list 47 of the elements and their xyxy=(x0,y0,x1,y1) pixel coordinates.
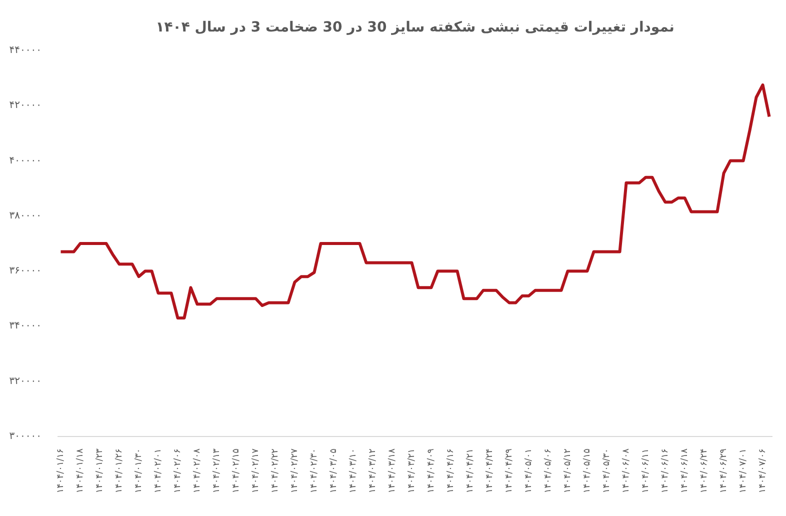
x-tick-label: ۱۴۰۴/۰۶/۱۱ xyxy=(640,448,651,494)
x-tick-label: ۱۴۰۴/۰۲/۱۷ xyxy=(250,448,261,494)
x-tick-label: ۱۴۰۴/۰۶/۱۶ xyxy=(660,448,670,494)
x-tick-label: ۱۴۰۴/۰۱/۱۸ xyxy=(75,448,86,494)
x-tick-label: ۱۴۰۴/۰۵/۱۲ xyxy=(562,448,573,494)
x-tick-label: ۱۴۰۴/۰۴/۲۱ xyxy=(465,448,476,494)
x-tick-label: ۱۴۰۴/۰۲/۰۱ xyxy=(153,448,164,494)
x-tick-label: ۱۴۰۴/۰۳/۰۵ xyxy=(328,448,339,494)
x-tick-label: ۱۴۰۴/۰۲/۲۷ xyxy=(290,448,300,494)
x-tick-label: ۱۴۰۴/۰۶/۱۸ xyxy=(680,448,690,494)
y-tick-label: ۳۶۰۰۰۰ xyxy=(9,266,42,277)
y-tick-label: ۴۲۰۰۰۰ xyxy=(9,100,42,112)
x-tick-label: ۱۴۰۴/۰۱/۳۰ xyxy=(134,448,144,494)
y-tick-label: ۳۲۰۰۰۰ xyxy=(9,376,42,387)
y-tick-label: ۴۰۰۰۰۰ xyxy=(9,155,42,166)
x-tick-label: ۱۴۰۴/۰۱/۲۳ xyxy=(94,448,105,494)
x-tick-label: ۱۴۰۴/۰۲/۰۶ xyxy=(172,448,183,494)
x-tick-label: ۱۴۰۴/۰۴/۰۹ xyxy=(426,448,436,494)
x-tick-label: ۱۴۰۴/۰۲/۱۵ xyxy=(231,448,242,494)
x-tick-label: ۱۴۰۴/۰۲/۳۰ xyxy=(309,448,320,494)
x-tick-label: ۱۴۰۴/۰۷/۰۶ xyxy=(758,448,768,494)
y-tick-label: ۳۰۰۰۰۰ xyxy=(9,431,42,442)
x-tick-label: ۱۴۰۴/۰۳/۱۰ xyxy=(348,448,358,494)
x-tick-label: ۱۴۰۴/۰۵/۰۱ xyxy=(524,448,534,494)
x-tick-label: ۱۴۰۴/۰۶/۰۸ xyxy=(621,448,632,494)
x-tick-label: ۱۴۰۴/۰۵/۰۶ xyxy=(543,448,554,494)
x-tick-label: ۱۴۰۴/۰۴/۲۴ xyxy=(484,448,495,494)
x-tick-label: ۱۴۰۴/۰۳/۱۸ xyxy=(387,448,398,494)
x-tick-label: ۱۴۰۴/۰۲/۱۳ xyxy=(212,448,222,494)
y-tick-label: ۳۸۰۰۰۰ xyxy=(9,210,42,222)
x-tick-label: ۱۴۰۴/۰۵/۳۰ xyxy=(602,448,612,494)
y-tick-label: ۴۴۰۰۰۰ xyxy=(9,45,42,56)
x-tick-label: ۱۴۰۴/۰۲/۰۸ xyxy=(192,448,202,494)
x-tick-label: ۱۴۰۴/۰۵/۱۵ xyxy=(582,448,592,494)
x-tick-label: ۱۴۰۴/۰۱/۱۶ xyxy=(56,448,66,494)
x-tick-label: ۱۴۰۴/۰۶/۲۹ xyxy=(718,448,729,494)
line-series xyxy=(59,83,771,320)
x-tick-label: ۱۴۰۴/۰۳/۱۲ xyxy=(368,448,378,494)
x-tick-label: ۱۴۰۴/۰۷/۰۱ xyxy=(738,448,748,494)
x-tick-label: ۱۴۰۴/۰۳/۲۱ xyxy=(406,448,417,494)
x-tick-label: ۱۴۰۴/۰۱/۲۶ xyxy=(114,448,124,494)
x-tick-label: ۱۴۰۴/۰۲/۲۲ xyxy=(270,448,280,494)
x-tick-label: ۱۴۰۴/۰۴/۲۹ xyxy=(504,448,514,494)
chart-title: نمودار تغییرات قیمتی نبشی شکفته سایز 30 در 30 ضخامت 3 در سال ۱۴۰۴ xyxy=(156,20,674,36)
x-tick-label: ۱۴۰۴/۰۶/۲۴ xyxy=(699,448,710,494)
x-tick-label: ۱۴۰۴/۰۴/۱۶ xyxy=(446,448,456,494)
y-tick-label: ۳۴۰۰۰۰ xyxy=(9,320,42,332)
